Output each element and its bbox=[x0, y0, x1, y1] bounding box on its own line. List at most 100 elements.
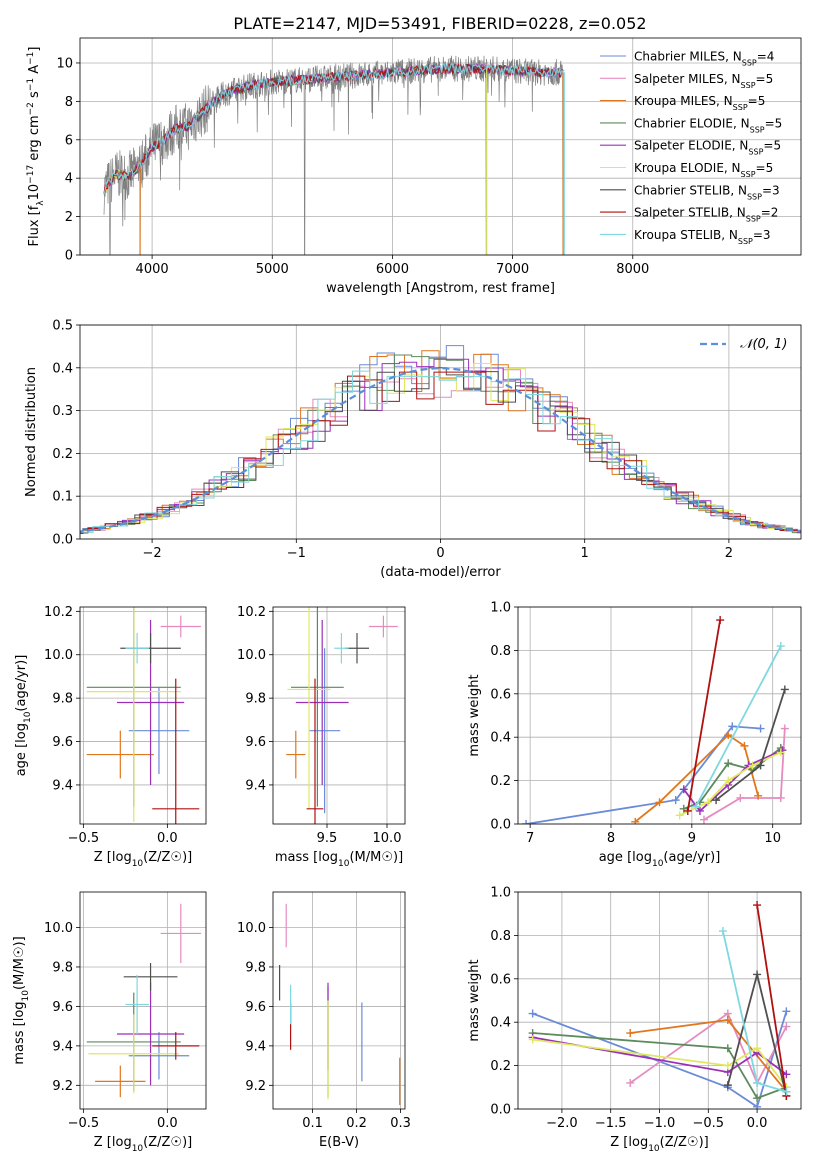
x-axis-label: Z [log10(Z/Z☉)] bbox=[94, 850, 192, 869]
x-axis-label: age [log10(age/yr)] bbox=[599, 850, 721, 869]
y-tick-label: 0 bbox=[65, 249, 73, 264]
axes-frame bbox=[79, 606, 207, 825]
weight-marker-krou_elodie bbox=[704, 798, 713, 807]
weight-marker-chab_stelib bbox=[712, 796, 721, 805]
x-tick-label: 0 bbox=[436, 546, 444, 561]
plot-area bbox=[86, 607, 201, 824]
plot-area bbox=[103, 55, 565, 255]
y-tick-label: 0.0 bbox=[490, 1103, 511, 1118]
y-tick-label: 10.2 bbox=[44, 605, 73, 620]
weight-line-chab_miles bbox=[532, 1011, 788, 1109]
plot-area bbox=[80, 345, 801, 534]
panel-weight_vs_age: 7 8 9 10 0.0 0.2 0.4 0.6 0.8 1.0 mass weight age [l… bbox=[467, 601, 802, 869]
x-tick-label: −0.5 bbox=[68, 1116, 100, 1131]
panel-weight_vs_Z: −2.0 −1.5 −1.0 −0.5 0.0 0.0 0.2 0.4 0.6 0.8 1.0 mas… bbox=[467, 886, 802, 1154]
weight-marker-krou_elodie bbox=[753, 1044, 762, 1053]
weight-marker-krou_elodie bbox=[723, 1061, 732, 1070]
weight-marker-krou_elodie bbox=[776, 748, 785, 757]
x-tick-label: −2.0 bbox=[546, 1116, 578, 1131]
weight-marker-chab_stelib bbox=[780, 685, 789, 694]
weight-marker-krou_stelib bbox=[691, 802, 700, 811]
weight-marker-krou_miles bbox=[754, 791, 763, 800]
legend-entry-chab_stelib: Chabrier STELIB, NSSP=3 bbox=[634, 183, 780, 201]
weight-marker-chab_miles bbox=[756, 724, 765, 733]
weight-marker-chab_miles bbox=[782, 1007, 791, 1016]
weight-marker-salp_stelib bbox=[683, 806, 692, 815]
y-tick-label: 0.2 bbox=[490, 774, 511, 789]
y-tick-label: 10.0 bbox=[237, 921, 266, 936]
y-tick-label: 0.6 bbox=[490, 687, 511, 702]
y-tick-label: 9.8 bbox=[52, 960, 73, 975]
weight-line-salp_miles bbox=[629, 1012, 788, 1086]
histogram-krou_miles bbox=[80, 350, 801, 533]
weight-marker-salp_miles bbox=[776, 793, 785, 802]
y-tick-label: 10.0 bbox=[237, 648, 266, 663]
panel-age_vs_Z: −0.5 0.0 9.4 9.6 9.8 10.0 10.2 Z [log10(Z/Z☉)] a… bbox=[14, 605, 207, 869]
x-tick-label: 9.5 bbox=[317, 831, 338, 846]
y-tick-label: 9.2 bbox=[245, 1079, 266, 1094]
y-tick-label: 0.2 bbox=[52, 447, 73, 462]
weight-marker-chab_miles bbox=[753, 1102, 762, 1109]
weight-marker-salp_miles bbox=[782, 1022, 791, 1031]
axes-frame bbox=[517, 606, 802, 825]
y-tick-label: 9.8 bbox=[52, 692, 73, 707]
y-tick-label: 0.3 bbox=[52, 404, 73, 419]
y-tick-label: 0.4 bbox=[490, 731, 511, 746]
x-tick-label: 8 bbox=[607, 831, 615, 846]
y-tick-label: 1.0 bbox=[490, 886, 511, 901]
histogram-salp_elodie bbox=[80, 358, 801, 534]
axes-frame bbox=[79, 37, 802, 256]
histogram-chab_stelib bbox=[80, 367, 801, 534]
weight-marker-salp_miles bbox=[780, 724, 789, 733]
weight-marker-krou_elodie bbox=[724, 776, 733, 785]
y-tick-label: 6 bbox=[65, 133, 73, 148]
x-tick-label: 9 bbox=[688, 831, 696, 846]
observed-spectrum bbox=[103, 55, 564, 255]
axes-frame bbox=[79, 324, 802, 540]
plot-area bbox=[528, 901, 791, 1109]
weight-marker-krou_stelib bbox=[776, 642, 785, 651]
x-tick-label: 2 bbox=[725, 546, 733, 561]
panel-mass_vs_Z: −0.5 0.0 9.2 9.4 9.6 9.8 10.0 Z [log10(Z/Z☉)] ma… bbox=[12, 891, 207, 1154]
x-tick-label: 0.3 bbox=[390, 1116, 411, 1131]
weight-marker-krou_miles bbox=[655, 798, 664, 807]
weight-marker-chab_miles bbox=[522, 820, 531, 824]
y-tick-label: 10.2 bbox=[237, 605, 266, 620]
y-tick-label: 4 bbox=[65, 172, 73, 187]
weight-line-salp_elodie bbox=[532, 1036, 787, 1076]
y-tick-label: 0.1 bbox=[52, 490, 73, 505]
y-tick-label: 2 bbox=[65, 210, 73, 225]
y-axis-label: Flux [fλ10−17 erg cm−2 s−1 A−1] bbox=[26, 47, 46, 247]
x-tick-label: 7000 bbox=[496, 262, 529, 277]
y-axis-label: mass [log10(M/M☉)] bbox=[12, 936, 31, 1064]
y-tick-label: 10.0 bbox=[44, 648, 73, 663]
y-tick-label: 8 bbox=[65, 95, 73, 110]
weight-line-krou_miles bbox=[634, 733, 759, 823]
weight-line-chab_elodie bbox=[532, 1032, 787, 1100]
y-tick-label: 0.6 bbox=[490, 972, 511, 987]
weight-marker-salp_miles bbox=[699, 815, 708, 824]
y-axis-label: mass weight bbox=[467, 674, 482, 756]
weight-marker-chab_elodie bbox=[679, 804, 688, 813]
legend-entry-salp_elodie: Salpeter ELODIE, NSSP=5 bbox=[634, 139, 781, 157]
x-tick-label: 8000 bbox=[616, 262, 649, 277]
weight-marker-krou_miles bbox=[740, 741, 749, 750]
x-tick-label: 0.2 bbox=[346, 1116, 367, 1131]
x-tick-label: 0.0 bbox=[747, 1116, 768, 1131]
weight-marker-krou_miles bbox=[724, 731, 733, 740]
weight-marker-salp_miles bbox=[736, 793, 745, 802]
axes-frame bbox=[517, 891, 802, 1110]
legend-entry-krou_miles: Kroupa MILES, NSSP=5 bbox=[634, 94, 765, 112]
y-tick-label: 0.4 bbox=[52, 361, 73, 376]
y-tick-label: 9.6 bbox=[245, 1000, 266, 1015]
weight-line-salp_stelib bbox=[756, 904, 788, 1097]
model-fit-krou_stelib bbox=[103, 62, 565, 195]
x-tick-label: −0.5 bbox=[693, 1116, 725, 1131]
weight-line-krou_stelib bbox=[695, 645, 782, 808]
y-tick-label: 10.0 bbox=[44, 921, 73, 936]
weight-marker-krou_miles bbox=[626, 1029, 635, 1038]
weight-marker-chab_elodie bbox=[753, 1094, 762, 1103]
panel-age_vs_mass: 9.5 10.0 9.4 9.6 9.8 10.0 10.2 mass [log10(M/M☉… bbox=[237, 605, 406, 869]
